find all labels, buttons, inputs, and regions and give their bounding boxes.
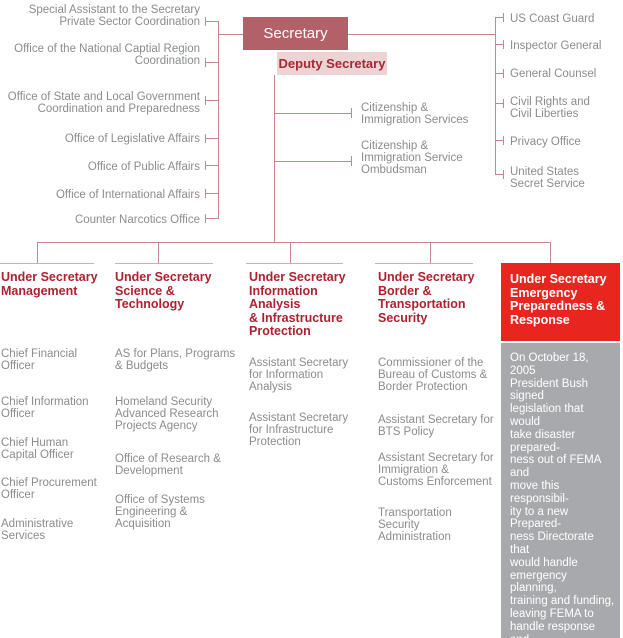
connector-tick — [503, 170, 504, 179]
connector-line — [218, 34, 243, 35]
connector-line — [375, 263, 473, 264]
annotation-box: On October 18, 2005 President Bush signe… — [501, 343, 620, 638]
connector-line — [218, 21, 219, 219]
connector-tick — [205, 96, 206, 105]
directorate-title: Under Secretary Emergency Preparedness &… — [510, 272, 607, 327]
directorate-item: Transportation Security Administration — [378, 507, 452, 543]
connector-tick — [503, 99, 504, 108]
directorate-item: Commissioner of the Bureau of Customs & … — [378, 357, 488, 393]
connector-line — [290, 242, 291, 263]
connector-line — [205, 218, 218, 219]
directorate-item: Office of Systems Engineering & Acquisit… — [115, 494, 205, 530]
right-office-label: Civil Rights and Civil Liberties — [510, 96, 590, 120]
directorate-item: Assistant Secretary for Information Anal… — [249, 357, 349, 393]
connector-line — [205, 193, 218, 194]
connector-line — [158, 242, 159, 263]
connector-line — [0, 263, 94, 264]
directorate-item: Chief Procurement Officer — [1, 477, 97, 501]
node-secretary: Secretary — [243, 17, 348, 50]
right-office-label: General Counsel — [510, 68, 597, 80]
center-office-label: Citizenship & Immigration Service Ombuds… — [361, 140, 463, 176]
connector-tick — [503, 13, 504, 22]
connector-tick — [205, 58, 206, 67]
connector-line — [430, 242, 431, 263]
connector-tick — [205, 189, 206, 198]
right-office-label: US Coast Guard — [510, 13, 595, 25]
connector-tick — [205, 161, 206, 170]
directorate-title: Under Secretary Information Analysis & I… — [249, 270, 346, 338]
connector-line — [495, 44, 504, 45]
directorate-emergency-box[interactable]: Under Secretary Emergency Preparedness &… — [501, 263, 620, 341]
connector-line — [115, 263, 213, 264]
connector-line — [495, 73, 504, 74]
right-office-label: Inspector General — [510, 40, 602, 52]
right-office-label: Privacy Office — [510, 136, 581, 148]
annotation-text-white: On October 18, 2005 President Bush signe… — [510, 352, 615, 638]
left-office-label: Office of International Affairs — [55, 189, 200, 201]
connector-tick — [205, 214, 206, 223]
left-office-label: Office of the National Captial Region Co… — [14, 43, 200, 67]
connector-line — [37, 242, 551, 243]
connector-tick — [351, 108, 352, 118]
left-office-label: Counter Narcotics Office — [74, 214, 200, 226]
connector-tick — [503, 136, 504, 145]
left-office-label: Office of Legislative Affairs — [64, 133, 200, 145]
connector-line — [205, 138, 218, 139]
connector-line — [495, 103, 504, 104]
connector-line — [550, 242, 551, 263]
left-office-label: Office of State and Local Government Coo… — [7, 91, 200, 115]
connector-line — [246, 263, 343, 264]
directorate-item: Office of Research & Development — [115, 453, 221, 477]
directorate-item: Chief Financial Officer — [1, 348, 78, 372]
directorate-item: Assistant Secretary for BTS Policy — [378, 414, 494, 438]
connector-tick — [205, 17, 206, 26]
connector-line — [205, 62, 218, 63]
connector-line — [205, 21, 218, 22]
connector-line — [495, 17, 496, 175]
directorate-item: Assistant Secretary for Infrastructure P… — [249, 412, 349, 448]
node-deputy-secretary: Deputy Secretary — [277, 52, 387, 75]
directorate-item: AS for Plans, Programs & Budgets — [115, 348, 236, 372]
connector-line — [274, 75, 275, 242]
connector-tick — [503, 40, 504, 49]
connector-line — [205, 100, 218, 101]
directorate-item: Homeland Security Advanced Research Proj… — [115, 396, 219, 432]
connector-tick — [351, 156, 352, 166]
directorate-title: Under Secretary Science & Technology — [115, 270, 212, 311]
left-office-label: Special Assistant to the Secretary Priva… — [28, 4, 200, 28]
right-office-label: United States Secret Service — [510, 166, 585, 190]
center-office-label: Citizenship & Immigration Services — [361, 102, 469, 126]
directorate-title: Under Secretary Border & Transportation … — [378, 270, 475, 325]
connector-tick — [205, 134, 206, 143]
directorate-item: Assistant Secretary for Immigration & Cu… — [378, 452, 494, 488]
connector-tick — [503, 69, 504, 78]
left-office-label: Office of Public Affairs — [87, 161, 200, 173]
connector-line — [495, 17, 504, 18]
connector-line — [274, 113, 352, 114]
connector-line — [495, 174, 504, 175]
directorate-item: Chief Information Officer — [1, 396, 89, 420]
connector-line — [205, 165, 218, 166]
directorate-item: Chief Human Capital Officer — [1, 437, 74, 461]
connector-line — [348, 34, 495, 35]
directorate-title: Under Secretary Management — [1, 270, 98, 298]
connector-line — [274, 161, 352, 162]
directorate-item: Administrative Services — [1, 518, 74, 542]
connector-line — [37, 242, 38, 263]
connector-line — [495, 140, 504, 141]
